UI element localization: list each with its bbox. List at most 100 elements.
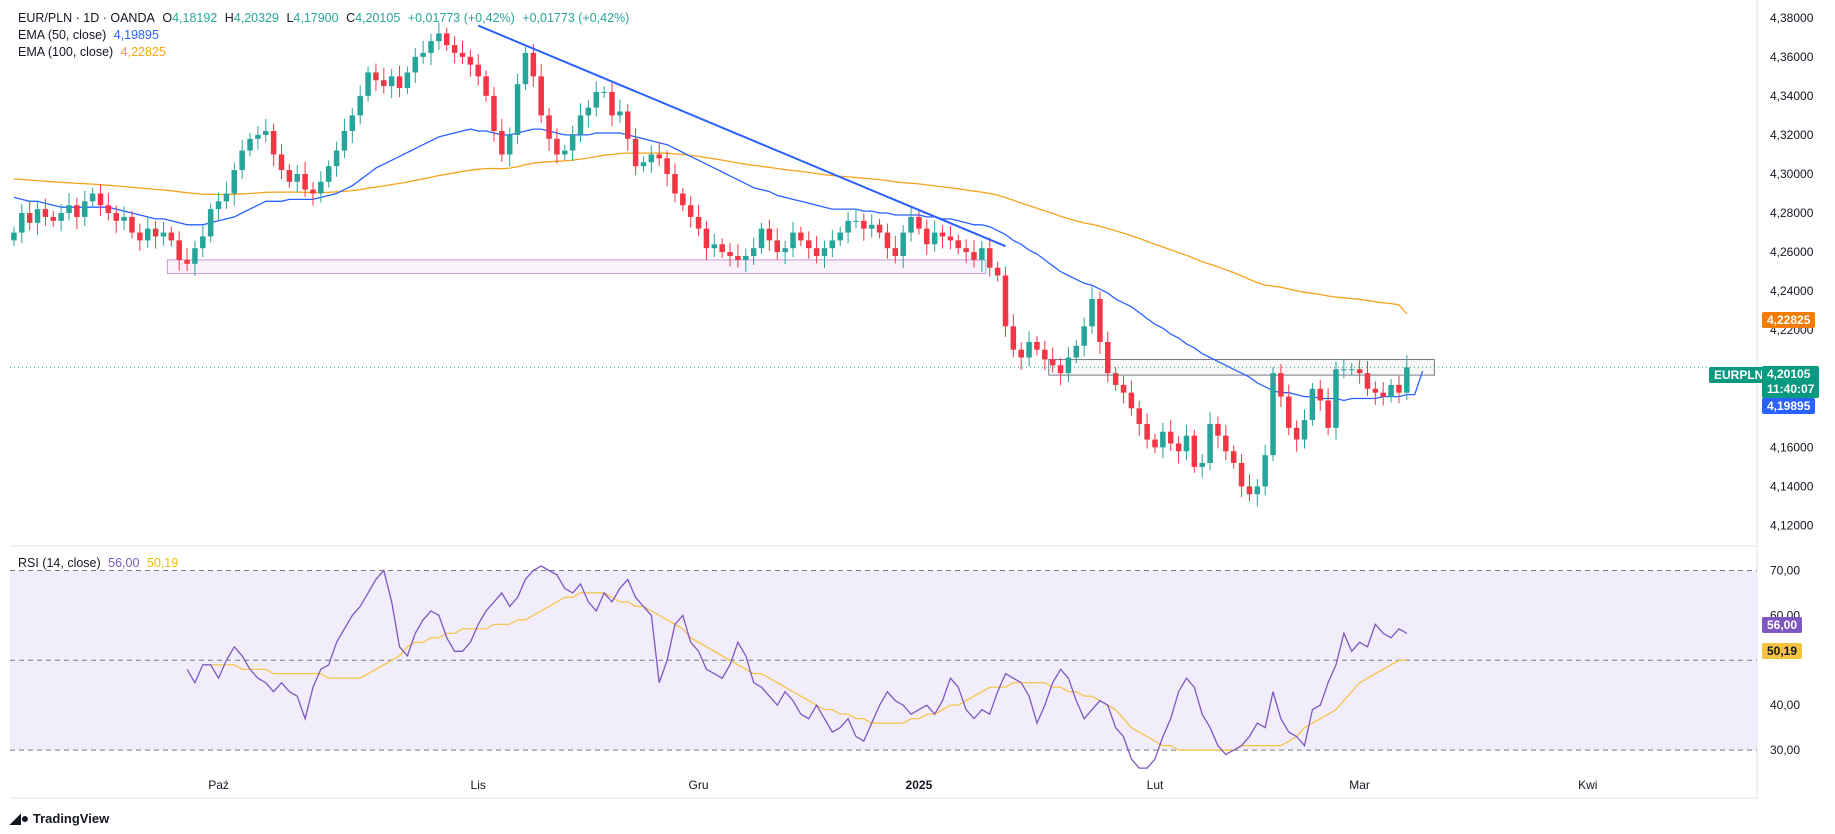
symbol-tag: EURPLN: [1709, 367, 1769, 383]
candle-body: [1057, 365, 1064, 374]
candle-body: [1073, 345, 1080, 358]
candle-body: [137, 232, 143, 241]
candle-body: [105, 205, 112, 214]
candle-body: [436, 33, 442, 42]
candle-body: [1175, 443, 1182, 452]
open-value: 4,18192: [172, 11, 218, 25]
candle-body: [1309, 388, 1316, 421]
candle-body: [1380, 392, 1386, 397]
candle-body: [396, 76, 403, 89]
candle-body: [821, 248, 828, 256]
candle-body: [192, 248, 198, 264]
candle-body: [562, 150, 568, 155]
candle-body: [270, 131, 277, 155]
candle-body: [1404, 367, 1410, 393]
candle-body: [837, 232, 843, 241]
time-tick-label: Lis: [471, 778, 486, 792]
candle-body: [499, 131, 505, 155]
candle-body: [255, 134, 261, 139]
candle-body: [1112, 373, 1119, 385]
candle-body: [861, 220, 867, 229]
candle-body: [609, 91, 615, 116]
candle-body: [483, 76, 489, 96]
symbol-legend: EUR/PLN · 1D · OANDA O4,18192 H4,20329 L…: [18, 10, 633, 27]
candle-body: [601, 91, 607, 93]
candle-body: [428, 41, 434, 53]
tradingview-logo[interactable]: ◢● TradingView: [10, 810, 109, 827]
candle-body: [1325, 400, 1331, 428]
change-value-2: +0,01773 (+0,42%): [522, 11, 630, 25]
candle-body: [1065, 357, 1072, 374]
candle-body: [373, 72, 379, 81]
candle-body: [719, 244, 725, 253]
ema100-value: 4,22825: [120, 45, 166, 59]
candle-body: [97, 193, 104, 206]
ema100-legend: EMA (100, close) 4,22825: [18, 44, 170, 61]
candle-body: [672, 173, 678, 194]
candle-body: [443, 33, 450, 46]
time-tick-label: Kwi: [1578, 778, 1597, 792]
candle-body: [113, 213, 119, 221]
candle-body: [160, 232, 167, 237]
candle-body: [1246, 486, 1253, 495]
price-tick-label: 4,30000: [1770, 167, 1814, 181]
candle-body: [207, 209, 214, 237]
candle-body: [1120, 384, 1127, 393]
candle-body: [247, 138, 253, 151]
candle-body: [994, 267, 1001, 276]
rsi-price-tag: 56,00: [1762, 617, 1803, 633]
candle-body: [1348, 369, 1355, 371]
candle-body: [82, 201, 88, 217]
tradingview-icon: ◢●: [10, 810, 30, 826]
candle-body: [1152, 439, 1158, 448]
rsi-tick-label: 40,00: [1770, 698, 1800, 712]
ema50-legend: EMA (50, close) 4,19895: [18, 27, 163, 44]
low-label: L: [286, 11, 294, 25]
candle-body: [648, 154, 655, 163]
candle-body: [129, 216, 135, 233]
candle-body: [278, 154, 285, 171]
price-tick-label: 4,26000: [1770, 245, 1814, 259]
candle-body: [1199, 462, 1205, 467]
candle-body: [632, 138, 639, 167]
change-value: +0,01773 (+0,42%): [407, 11, 515, 25]
candle-body: [963, 248, 969, 253]
time-tick-label: Paź: [208, 778, 229, 792]
candle-body: [569, 134, 576, 151]
candle-body: [947, 236, 954, 241]
price-tick-label: 4,14000: [1770, 479, 1814, 493]
candle-body: [829, 240, 836, 249]
candle-body: [1010, 326, 1017, 350]
candle-body: [845, 220, 851, 233]
candle-body: [593, 91, 600, 108]
candle-body: [931, 232, 938, 245]
branding-text: TradingView: [32, 811, 110, 826]
candle-body: [1262, 455, 1268, 487]
candle-body: [200, 236, 206, 249]
candle-body: [585, 107, 592, 116]
candle-body: [1097, 298, 1103, 342]
rsi-legend: RSI (14, close) 56,00 50,19: [18, 555, 182, 572]
candle-body: [325, 166, 332, 182]
time-tick-label: Gru: [689, 778, 709, 792]
close-value: 4,20105: [355, 11, 401, 25]
candle-body: [900, 232, 906, 256]
rsi-value: 56,00: [108, 556, 140, 570]
candle-body: [813, 248, 820, 256]
candle-body: [577, 115, 584, 135]
candle-body: [687, 205, 694, 217]
candle-body: [1286, 396, 1292, 428]
candle-body: [121, 216, 127, 221]
candle-body: [1207, 423, 1213, 463]
candle-body: [664, 158, 670, 174]
candle-body: [1356, 369, 1363, 374]
candle-body: [695, 216, 702, 229]
candle-body: [1144, 423, 1150, 440]
candle-body: [215, 201, 222, 210]
candle-body: [451, 45, 458, 53]
candle-body: [459, 52, 466, 57]
candle-body: [782, 248, 788, 253]
candle-body: [876, 224, 883, 233]
candle-body: [302, 173, 308, 190]
